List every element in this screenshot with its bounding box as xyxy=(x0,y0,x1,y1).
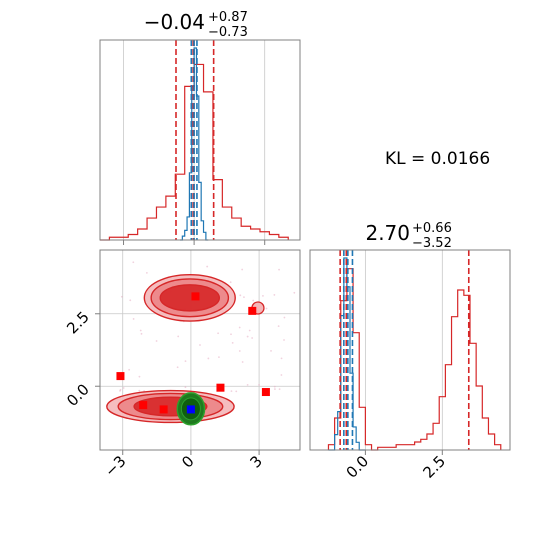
joint-ytick-label: 2.5 xyxy=(63,308,93,338)
joint-sample-point xyxy=(273,294,276,296)
joint-sample-point xyxy=(128,368,131,371)
joint-sample-point xyxy=(248,329,251,332)
histogram-1-quantile-lines xyxy=(175,40,215,240)
histogram-1-frame xyxy=(99,39,301,241)
histogram-2-red-series xyxy=(327,268,502,451)
joint-sample-point xyxy=(129,299,132,302)
joint-markers xyxy=(116,292,270,414)
histogram-1-title-lower: −0.73 xyxy=(208,25,248,40)
histogram-2-quantile-lines xyxy=(339,250,470,450)
joint-sample-point xyxy=(206,265,209,268)
histogram-2-title-upper: +0.66 xyxy=(412,221,452,236)
joint-sample-point xyxy=(241,268,244,271)
joint-ytick-label: 0.0 xyxy=(63,380,93,410)
joint-sample-point xyxy=(262,294,264,297)
joint-xtick-label: 0 xyxy=(178,452,197,471)
joint-sample-point xyxy=(218,356,220,359)
joint-red-marker xyxy=(159,405,168,414)
joint-sample-point xyxy=(251,337,254,339)
histogram-1-title: −0.04 xyxy=(144,10,205,34)
joint-sample-point xyxy=(270,350,272,352)
joint-sample-point xyxy=(239,294,242,297)
joint-xtick-label: −3 xyxy=(101,452,129,480)
joint-red-marker xyxy=(116,372,125,381)
joint-sample-point xyxy=(145,272,148,274)
joint-sample-point xyxy=(138,389,141,392)
joint-blue-marker xyxy=(186,405,195,414)
histogram-param-1-panel: −0.04 +0.87 −0.73 xyxy=(99,10,301,245)
joint-2d-panel: −3 0 3 0.0 2.5 xyxy=(63,249,301,480)
joint-sample-point xyxy=(243,296,245,299)
joint-sample-point xyxy=(176,366,179,369)
joint-sample-point xyxy=(229,281,232,284)
joint-sample-point xyxy=(238,350,241,352)
joint-sample-point xyxy=(231,341,234,344)
joint-sample-point xyxy=(155,340,158,342)
histogram-param-2-panel: 0.0 2.5 2.70 +0.66 −3.52 xyxy=(309,221,511,482)
joint-sample-point xyxy=(265,307,268,310)
joint-contours xyxy=(106,273,265,426)
joint-sample-point xyxy=(235,390,238,393)
joint-sample-point xyxy=(238,326,241,329)
joint-sample-point xyxy=(280,374,283,376)
joint-sample-point xyxy=(278,388,281,391)
joint-red-marker xyxy=(248,306,257,315)
joint-sample-point xyxy=(138,375,141,378)
histogram-2-title-value: 2.70 xyxy=(365,221,410,245)
joint-sample-point xyxy=(199,344,201,346)
joint-sample-point xyxy=(241,361,244,363)
histogram-1-title-upper: +0.87 xyxy=(208,10,248,25)
joint-red-contour xyxy=(159,284,221,312)
joint-sample-point xyxy=(280,357,283,360)
joint-sample-point xyxy=(132,261,135,264)
joint-sample-point xyxy=(177,335,180,338)
joint-sample-point xyxy=(230,390,233,392)
joint-sample-point xyxy=(217,332,220,335)
joint-frame xyxy=(99,249,301,451)
joint-sample-point xyxy=(278,268,280,271)
joint-sample-point xyxy=(293,291,296,294)
joint-sample-point xyxy=(119,388,122,391)
histogram-1-title-value: −0.04 xyxy=(144,10,205,34)
joint-sample-point xyxy=(283,316,286,319)
joint-sample-point xyxy=(122,387,125,389)
joint-sample-point xyxy=(132,318,135,320)
histogram-2-grid xyxy=(364,250,443,450)
joint-red-marker xyxy=(216,383,225,392)
joint-sample-point xyxy=(273,385,276,388)
histogram-2-frame xyxy=(309,249,511,451)
histogram-2-ticks: 0.0 2.5 xyxy=(343,450,450,482)
histogram-1-red-series xyxy=(100,63,289,241)
joint-sample-point xyxy=(283,339,285,341)
joint-sample-point xyxy=(274,388,276,390)
joint-sample-point xyxy=(120,295,123,298)
joint-xtick-label: 3 xyxy=(246,452,265,471)
joint-sample-point xyxy=(207,357,210,360)
kl-label: KL = 0.0166 xyxy=(385,149,490,169)
joint-red-marker xyxy=(261,388,270,397)
joint-sample-point xyxy=(277,325,280,327)
histogram-2-title-lower: −3.52 xyxy=(412,236,452,251)
joint-sample-point xyxy=(246,383,249,386)
joint-sample-point xyxy=(246,335,249,338)
histogram-2-xtick-label: 2.5 xyxy=(420,452,450,482)
histogram-2-xtick-label: 0.0 xyxy=(343,452,373,482)
joint-sample-point xyxy=(230,333,232,336)
joint-sample-point xyxy=(139,329,142,332)
histogram-1-ticks xyxy=(123,240,266,245)
joint-sample-point xyxy=(252,299,255,302)
joint-sample-point xyxy=(184,386,187,389)
joint-red-marker xyxy=(191,292,200,301)
histogram-2-series xyxy=(327,257,502,451)
joint-red-marker xyxy=(139,401,148,410)
joint-sample-point xyxy=(140,332,143,335)
joint-sample-point xyxy=(184,360,187,363)
joint-sample-point xyxy=(258,383,260,386)
